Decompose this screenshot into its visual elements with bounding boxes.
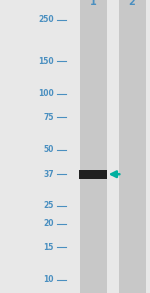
Text: 10: 10	[44, 275, 54, 285]
Bar	[118, 0, 146, 293]
Text: 15: 15	[44, 243, 54, 252]
Text: 150: 150	[38, 57, 54, 66]
Text: 50: 50	[44, 145, 54, 154]
Text: 20: 20	[44, 219, 54, 229]
Text: 1: 1	[90, 0, 96, 7]
Bar	[79, 170, 107, 178]
Text: 37: 37	[43, 170, 54, 179]
Text: 100: 100	[38, 89, 54, 98]
Text: 25: 25	[44, 201, 54, 210]
Text: 2: 2	[129, 0, 135, 7]
Bar	[80, 0, 106, 293]
Text: 75: 75	[44, 113, 54, 122]
Text: 250: 250	[38, 16, 54, 24]
